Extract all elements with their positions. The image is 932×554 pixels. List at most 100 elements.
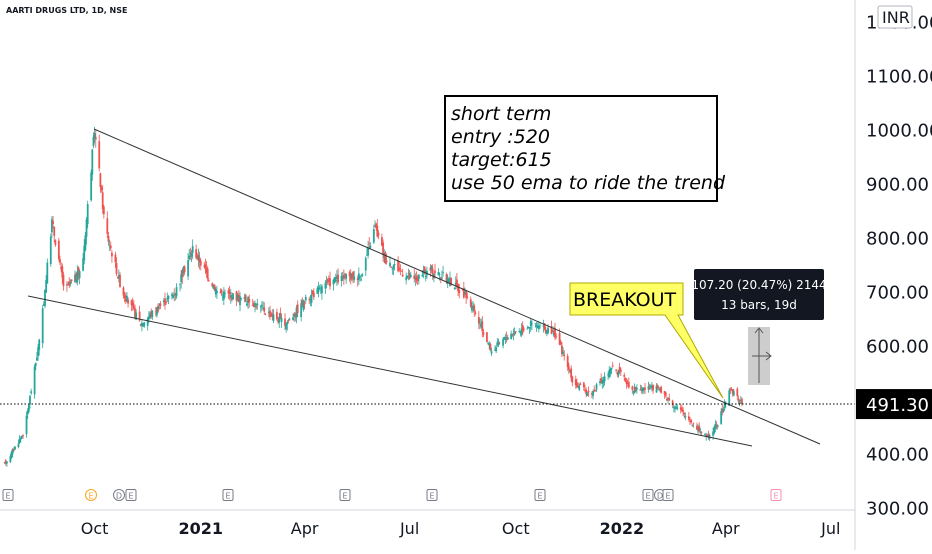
marker-label: D [116,492,122,501]
candle-body [143,322,146,327]
candle-body [321,286,323,294]
candle-body [91,149,94,175]
candle-body [138,311,141,321]
candle-body [512,334,515,336]
candle-body [430,266,433,269]
candle-body [29,395,31,405]
candle-body [382,242,384,255]
price-axis[interactable]: 1200.001100.001000.00900.00800.00700.006… [854,0,932,550]
candle-body [408,273,411,279]
candle-body [60,266,63,270]
candle-body [671,400,674,406]
candle-body [415,276,418,281]
earnings-marker [642,489,654,501]
candle-body [77,267,80,276]
candle-body [477,316,480,324]
candle-body [518,331,521,332]
candle-body [696,425,698,430]
candle-body [196,255,199,259]
candle-body [333,277,336,283]
candle-body [222,291,225,300]
candle-body [471,306,473,311]
candle-body [117,274,120,279]
y-tick-label: 600.00 [866,336,929,357]
candle-body [659,388,661,390]
candle-body [17,443,20,447]
candle-body [254,303,256,307]
candle-body [198,257,201,263]
candle-body [325,281,328,283]
candle-body [259,306,262,308]
candle-body [207,280,210,282]
candle-body [576,382,578,387]
y-tick-label: 900.00 [866,174,929,195]
candle-body [649,385,652,388]
candle-body [122,287,125,296]
candle-body [316,288,319,294]
candle-body [83,245,86,261]
candle-body [397,260,399,272]
breakout-label: BREAKOUT [573,289,677,311]
candle-body [445,273,448,282]
candle-body [132,305,135,309]
candle-body [277,320,279,323]
candle-body [652,385,654,391]
candle-body [11,448,14,454]
candle-body [342,274,345,279]
candle-body [126,295,128,302]
candle-body [183,266,186,273]
candle-body [405,277,408,281]
candle-body [619,369,622,373]
candle-body [534,323,537,325]
measure-arrowhead-up [754,327,764,334]
candle-body [461,289,464,291]
earnings-marker [2,489,14,501]
candle-body [699,431,702,433]
candle-body [109,245,112,249]
candle-body [739,400,742,402]
candle-body [700,431,703,433]
candle-body [255,306,258,308]
candle-body [61,266,64,278]
candle-body [311,290,314,294]
candle-body [547,327,549,334]
candle-body [384,252,387,264]
x-tick-label: Jul [399,519,419,538]
candle-body [256,303,259,306]
candle-body [369,245,372,248]
candle-body [62,274,65,287]
time-axis[interactable]: Oct 2021 Apr Jul Oct 2022 Apr Jul [0,509,855,538]
candle-body [10,451,13,458]
candle-body [199,260,202,266]
candle-body [399,268,402,271]
candle-body [98,141,101,169]
candle-body [353,276,356,280]
candle-body [469,299,472,307]
candle-body [494,349,496,351]
annotation-layer: AARTI DRUGS LTD, 1D, NSE short termentry … [6,6,827,399]
candle-body [211,283,214,287]
marker-label: E [88,492,93,501]
candle-body [741,398,743,405]
candle-body [269,310,271,318]
earnings-marker [339,489,351,501]
candle-body [146,318,149,326]
candle-body [303,303,306,305]
candle-body [730,389,733,391]
candle-body [214,289,217,295]
candle-body [319,289,322,291]
note-line: use 50 ema to ride the trend [451,172,726,194]
candle-body [232,293,234,300]
candle-body [600,378,603,383]
candle-body [584,389,586,391]
candle-body [142,323,144,327]
candle-body [25,415,28,435]
candle-body [732,391,735,396]
candle-body [456,279,458,286]
x-tick-label: Jul [820,519,840,538]
candle-body [713,426,716,434]
candle-body [536,325,539,329]
candle-body [213,284,216,291]
candle-body [392,265,395,269]
